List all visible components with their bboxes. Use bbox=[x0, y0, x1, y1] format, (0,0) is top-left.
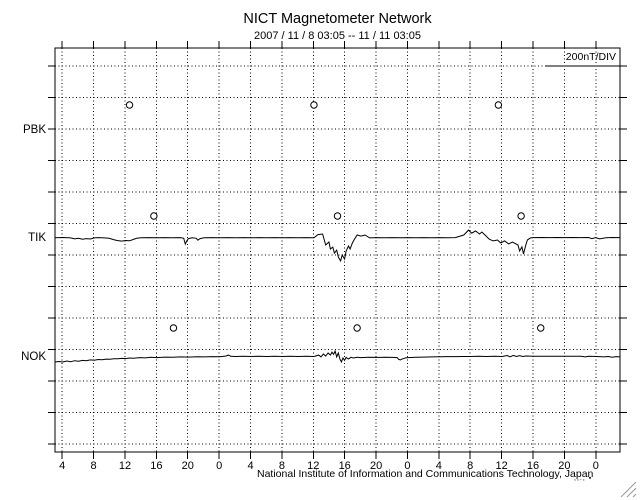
trace-nok bbox=[54, 349, 621, 364]
x-tick-label: 4 bbox=[59, 460, 65, 472]
plot-border bbox=[54, 47, 621, 453]
x-tick-label: 20 bbox=[370, 460, 382, 472]
day-marker-circle bbox=[169, 324, 178, 332]
x-tick-label: 16 bbox=[527, 460, 539, 472]
x-tick-label: 0 bbox=[404, 460, 410, 472]
day-marker-circle bbox=[310, 101, 318, 109]
x-tick-label: 4 bbox=[436, 460, 442, 472]
footer-institute: National Institute of Information and Co… bbox=[257, 468, 594, 480]
chart-subtitle: 2007 / 11 / 8 03:05 -- 11 / 11 03:05 bbox=[254, 30, 421, 42]
day-marker-circle bbox=[517, 212, 525, 220]
x-tick-label: 12 bbox=[307, 460, 319, 472]
x-tick-label: 0 bbox=[593, 460, 599, 472]
x-tick-label: 16 bbox=[339, 460, 351, 472]
day-marker-circle bbox=[353, 324, 361, 332]
station-label-pbk: PBK bbox=[23, 124, 46, 136]
x-tick-label: 4 bbox=[247, 460, 253, 472]
station-label-nok: NOK bbox=[21, 351, 46, 363]
x-tick-label: 8 bbox=[279, 460, 285, 472]
x-tick-label: 12 bbox=[119, 460, 131, 472]
x-tick-label: 20 bbox=[558, 460, 570, 472]
x-tick-label: 8 bbox=[91, 460, 97, 472]
trace-tik bbox=[54, 229, 621, 263]
day-marker-circle bbox=[125, 101, 134, 109]
station-label-tik: TIK bbox=[28, 232, 46, 244]
day-marker-circle bbox=[333, 212, 342, 220]
day-marker-circle bbox=[494, 101, 503, 109]
x-tick-label: 16 bbox=[150, 460, 162, 472]
footer-artifact-marks: ,,., ▪ bbox=[574, 475, 593, 482]
scale-per-division-label: 200nT/DIV bbox=[565, 51, 616, 63]
chart-title: NICT Magnetometer Network bbox=[243, 11, 432, 27]
x-tick-label: 12 bbox=[496, 460, 508, 472]
x-tick-label: 8 bbox=[467, 460, 473, 472]
x-tick-label: 0 bbox=[216, 460, 222, 472]
x-tick-label: 20 bbox=[182, 460, 194, 472]
day-marker-circle bbox=[537, 324, 545, 332]
resize-grip-icon[interactable] bbox=[619, 482, 637, 498]
day-marker-circle bbox=[150, 212, 158, 220]
